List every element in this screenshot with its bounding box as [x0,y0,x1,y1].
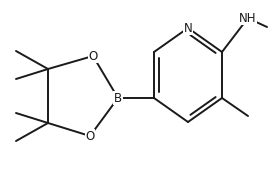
Text: N: N [184,22,192,35]
Text: NH: NH [239,11,257,24]
Text: B: B [114,91,122,104]
Text: O: O [88,49,98,62]
Text: O: O [85,129,95,142]
